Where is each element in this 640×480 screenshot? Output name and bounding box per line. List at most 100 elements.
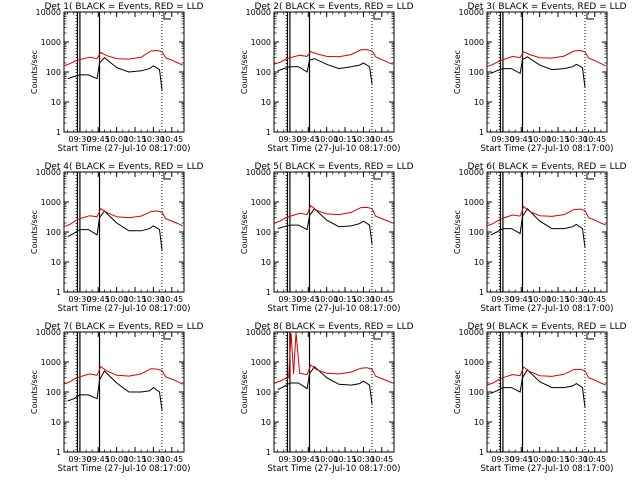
marker-bracket [163,13,171,20]
y-tick-label: 1 [266,448,271,457]
x-tick-label: 09:30 [278,295,301,304]
x-tick-label: 09:30 [491,455,514,464]
x-axis-label: Start Time (27-Jul-10 08:17:00) [58,464,191,474]
x-tick-label: 10:00 [105,455,128,464]
x-tick-label: 10:15 [333,295,356,304]
x-tick-label: 10:30 [565,135,588,144]
y-tick-label: 10000 [246,8,271,17]
x-tick-label: 10:00 [105,295,128,304]
x-tick-label: 09:30 [491,295,514,304]
chart-title: Det 2( BLACK = Events, RED = LLD [254,2,413,12]
x-tick-label: 10:45 [370,295,393,304]
chart-title: Det 3( BLACK = Events, RED = LLD [467,2,626,12]
x-tick-label: 09:45 [510,295,533,304]
x-tick-label: 10:15 [123,295,146,304]
series-line-events [277,207,373,244]
y-axis-label: Counts/sec [30,210,39,254]
x-tick-label: 10:30 [565,455,588,464]
y-tick-label: 1 [266,288,271,297]
series-line-lld [273,49,393,65]
x-tick-label: 10:00 [105,135,128,144]
chart-panel: Det 9( BLACK = Events, RED = LLD 1 10 100 10… [453,322,627,474]
chart-title: Det 1( BLACK = Events, RED = LLD [44,2,203,12]
x-tick-label: 09:30 [491,135,514,144]
y-tick-label: 100 [46,388,61,397]
series-line-lld [63,207,184,228]
y-tick-label: 10 [51,418,61,427]
x-tick-label: 10:00 [528,135,551,144]
y-tick-label: 1 [479,288,484,297]
x-tick-label: 10:45 [370,455,393,464]
y-tick-label: 1 [479,448,484,457]
y-tick-label: 1000 [464,198,484,207]
y-tick-label: 100 [469,388,484,397]
x-tick-label: 10:30 [565,295,588,304]
chart-panel: Det 7( BLACK = Events, RED = LLD 1 10 100 10… [30,322,204,474]
y-tick-label: 1000 [41,358,61,367]
y-tick-label: 10000 [459,8,484,17]
x-tick-label: 10:45 [160,295,183,304]
x-axis-label: Start Time (27-Jul-10 08:17:00) [58,304,191,314]
marker-bracket [373,333,381,340]
x-tick-label: 09:30 [278,135,301,144]
plot-frame [486,331,608,453]
series-line-lld [486,49,607,68]
y-tick-label: 10000 [246,328,271,337]
x-tick-label: 10:30 [352,455,375,464]
series-line-events [67,210,163,251]
x-tick-label: 09:45 [510,135,533,144]
x-tick-label: 10:45 [583,455,606,464]
y-axis-label: Counts/sec [453,50,462,94]
chart-panel: Det 2( BLACK = Events, RED = LLD 1 10 100 10… [240,2,414,154]
series-line-lld [486,366,606,386]
y-tick-label: 10000 [459,328,484,337]
x-tick-label: 10:45 [160,455,183,464]
y-tick-label: 1 [479,128,484,137]
x-tick-label: 09:30 [68,135,91,144]
series-line-events [490,207,586,248]
chart-panel: Det 1( BLACK = Events, RED = LLD 1 10 100 10… [30,2,204,154]
marker-bracket [586,173,594,180]
x-tick-label: 10:30 [142,295,165,304]
chart-panel: Det 3( BLACK = Events, RED = LLD 1 10 100 10… [453,2,627,154]
series-line-lld [486,205,606,227]
y-tick-label: 10 [474,98,484,107]
x-tick-label: 09:45 [87,135,110,144]
x-tick-label: 10:00 [528,455,551,464]
x-tick-label: 10:15 [546,295,569,304]
series-line-events [67,57,163,91]
y-tick-label: 10 [51,258,61,267]
series-line-lld [273,204,393,224]
chart-panel: Det 4( BLACK = Events, RED = LLD 1 10 100 10… [30,162,204,314]
y-tick-label: 10000 [36,8,61,17]
series-line-events [490,56,586,88]
chart-title: Det 5( BLACK = Events, RED = LLD [254,162,413,172]
series-line-events [490,369,586,408]
y-tick-label: 100 [256,228,271,237]
marker-bracket [586,333,594,340]
x-tick-label: 09:30 [68,455,91,464]
marker-bracket [163,173,171,180]
x-tick-label: 10:45 [583,135,606,144]
series-line-lld [63,365,184,385]
x-axis-label: Start Time (27-Jul-10 08:17:00) [481,144,614,154]
series-line-events [277,58,373,84]
y-tick-label: 100 [256,388,271,397]
plot-frame [63,331,185,453]
y-tick-label: 10 [261,418,271,427]
y-tick-label: 1 [56,128,61,137]
x-tick-label: 10:00 [315,455,338,464]
y-tick-label: 1 [56,448,61,457]
x-tick-label: 10:15 [546,135,569,144]
x-tick-label: 10:45 [160,135,183,144]
y-tick-label: 10 [474,258,484,267]
y-tick-label: 1000 [251,38,271,47]
chart-title: Det 9( BLACK = Events, RED = LLD [467,322,626,332]
y-tick-label: 10 [51,98,61,107]
x-tick-label: 09:45 [87,455,110,464]
x-tick-label: 09:45 [297,455,320,464]
x-axis-label: Start Time (27-Jul-10 08:17:00) [268,464,401,474]
y-tick-label: 10000 [36,168,61,177]
y-axis-label: Counts/sec [30,370,39,414]
x-tick-label: 10:00 [315,135,338,144]
